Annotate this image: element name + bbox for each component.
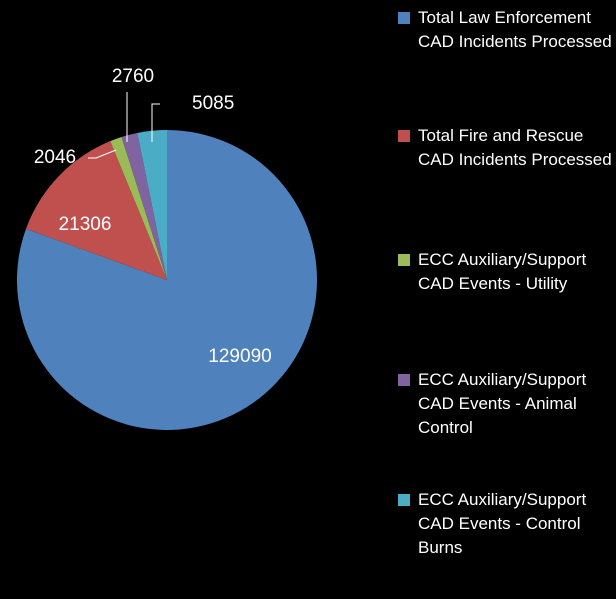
leader-line (151, 103, 160, 142)
legend-swatch (398, 374, 410, 386)
pie-slice (25, 141, 168, 280)
legend-item: ECC Auxiliary/Support CAD Events - Anima… (398, 368, 612, 440)
leader-line (88, 149, 117, 159)
legend-item: Total Law Enforcement CAD Incidents Proc… (398, 6, 612, 54)
pie-slice (110, 137, 167, 280)
data-label: 21306 (59, 214, 112, 235)
legend-item: Total Fire and Rescue CAD Incidents Proc… (398, 124, 612, 172)
legend-label: ECC Auxiliary/Support CAD Events - Anima… (418, 370, 587, 437)
legend-label: Total Fire and Rescue CAD Incidents Proc… (418, 126, 612, 169)
legend-swatch (398, 130, 410, 142)
data-label: 129090 (208, 346, 271, 367)
data-label: 2046 (34, 147, 76, 168)
pie-slice (16, 130, 318, 430)
legend-swatch (398, 12, 410, 24)
legend-label: Total Law Enforcement CAD Incidents Proc… (418, 8, 612, 51)
pie-slice (121, 132, 167, 280)
pie-area: 129090 21306 2046 2760 5085 (16, 66, 318, 430)
data-label: 2760 (112, 66, 154, 87)
legend-item: ECC Auxiliary/Support CAD Events - Contr… (398, 488, 612, 560)
legend-label: ECC Auxiliary/Support CAD Events - Contr… (418, 490, 587, 557)
data-label: 5085 (192, 93, 234, 114)
legend-label: ECC Auxiliary/Support CAD Events - Utili… (418, 250, 587, 293)
pie-slice (137, 130, 167, 280)
legend-item: ECC Auxiliary/Support CAD Events - Utili… (398, 248, 612, 296)
legend-swatch (398, 254, 410, 266)
legend-swatch (398, 494, 410, 506)
